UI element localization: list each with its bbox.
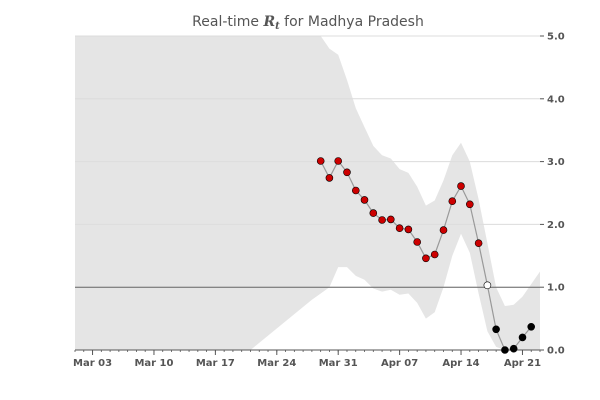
data-point — [465, 200, 474, 209]
data-point — [343, 168, 351, 177]
y-tick-label: 4.0 — [547, 94, 565, 105]
x-tick-label: Mar 17 — [196, 358, 235, 369]
x-tick-label: Mar 31 — [319, 358, 358, 369]
x-tick-label: Mar 24 — [257, 358, 296, 369]
data-point — [448, 197, 457, 205]
chart-title-symbol: R — [262, 14, 275, 30]
data-point — [509, 344, 518, 353]
plot-area: Mar 03 Mar 10 Mar 17 Mar 24 Mar 31 Apr 07 Apr … — [73, 32, 565, 370]
data-point — [334, 157, 343, 165]
y-tick-label: 0.0 — [547, 346, 565, 357]
data-point — [386, 215, 395, 224]
data-point — [351, 186, 360, 195]
data-point — [474, 239, 483, 247]
y-tick-label: 3.0 — [547, 157, 565, 168]
chart-title: Real-time Rt for Madhya Pradesh — [192, 14, 424, 32]
data-point — [501, 346, 509, 354]
data-point — [316, 157, 325, 165]
x-tick-label: Apr 14 — [442, 358, 479, 369]
chart-title-subscript: t — [275, 21, 280, 32]
data-point — [457, 182, 465, 190]
data-point — [413, 238, 422, 246]
data-point — [518, 333, 527, 342]
x-tick-label: Mar 10 — [134, 358, 173, 369]
y-tick-label: 1.0 — [547, 283, 565, 294]
data-point — [378, 216, 386, 224]
y-tick-label: 5.0 — [547, 32, 565, 43]
x-tick-label: Apr 21 — [504, 358, 541, 369]
data-point — [492, 325, 500, 334]
data-point — [325, 174, 334, 182]
data-point — [404, 225, 413, 234]
data-point — [360, 196, 369, 204]
x-tick-label: Apr 07 — [381, 358, 418, 369]
data-point — [422, 254, 430, 263]
chart-title-prefix: Real-time — [192, 14, 263, 30]
data-point — [439, 226, 448, 234]
data-point — [527, 322, 536, 331]
data-point — [483, 281, 492, 290]
chart-title-suffix: for Madhya Pradesh — [280, 14, 424, 30]
confidence-band — [75, 36, 540, 350]
data-point — [369, 209, 378, 217]
y-tick-label: 2.0 — [547, 220, 565, 231]
data-point — [430, 250, 439, 259]
data-point — [395, 224, 404, 232]
x-tick-label: Mar 03 — [73, 358, 112, 369]
